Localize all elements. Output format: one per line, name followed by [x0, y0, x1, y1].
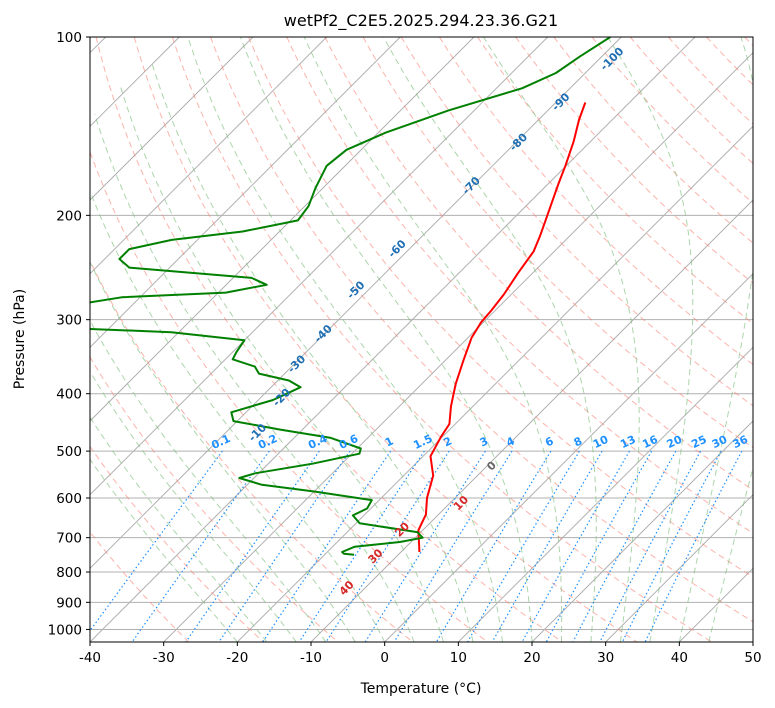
y-tick-label: 500: [56, 444, 82, 460]
dry-adiabat-line: [90, 150, 488, 642]
mixing-ratio-label: 10: [591, 433, 611, 451]
y-tick-label: 400: [56, 387, 82, 403]
x-tick-label: -10: [300, 650, 322, 666]
mixing-ratio-line: [545, 450, 653, 642]
mixing-ratio-line: [521, 450, 631, 642]
moist-adiabat-line: [119, 83, 445, 642]
moist-adiabat-line: [383, 37, 597, 642]
mixing-ratio-label: 20: [665, 433, 685, 451]
dry-adiabat-line: [210, 37, 753, 623]
mixing-ratio-line: [491, 450, 603, 642]
moist-adiabat-line: [94, 114, 415, 642]
dry-adiabat-line: [133, 37, 638, 642]
dry-adiabats: [90, 37, 753, 642]
moist-adiabat-line: [678, 37, 753, 642]
isotherm-line: [90, 37, 328, 275]
mixing-ratio-line: [599, 450, 702, 642]
isotherm-line: [90, 37, 401, 349]
x-tick-label: -30: [153, 650, 175, 666]
moist-adiabat-line: [708, 466, 753, 642]
dry-adiabat-line: [90, 445, 264, 642]
isotherm-line: [531, 420, 753, 642]
y-tick-label: 300: [56, 313, 82, 329]
temperature-profile-line: [417, 102, 587, 553]
moist-adiabat-line: [150, 61, 474, 642]
y-tick-label: 800: [56, 565, 82, 581]
y-tick-label: 1000: [48, 622, 82, 638]
chart-title: wetPf2_C2E5.2025.294.23.36.G21: [284, 11, 558, 31]
mixing-ratio-line: [262, 450, 392, 642]
moist-adiabat-line: [90, 189, 386, 642]
isotherm-line: [384, 272, 753, 642]
y-tick-label: 100: [56, 30, 82, 46]
y-axis-ticks: 100 200 300 400 500 600 700 800 900 1000: [48, 30, 90, 638]
isotherm-line: [90, 37, 549, 496]
isotherm-line: [90, 37, 696, 642]
x-tick-label: 50: [744, 650, 761, 666]
moist-adiabat-line: [239, 37, 533, 642]
sounding-profiles: [90, 37, 611, 556]
mixing-ratio-line: [393, 450, 513, 642]
y-tick-label: 600: [56, 491, 82, 507]
x-tick-label: 0: [380, 650, 389, 666]
dry-adiabat-line: [90, 259, 414, 642]
mixing-ratio-label: 36: [731, 433, 751, 451]
isotherm-line: [605, 493, 753, 642]
dry-adiabat-line: [95, 37, 563, 642]
moist-adiabat-line: [482, 37, 640, 642]
isotherm-line: [90, 37, 622, 570]
mixing-ratio-label: 16: [640, 433, 660, 451]
moist-adiabat-line: [90, 370, 297, 642]
dry-adiabat-line: [286, 37, 753, 534]
x-tick-label: 30: [597, 650, 614, 666]
mixing-ratio-line: [90, 450, 223, 632]
x-tick-label: 10: [450, 650, 467, 666]
x-axis-label: Temperature (°C): [360, 681, 482, 697]
mixing-ratio-line: [572, 450, 677, 642]
x-tick-label: -40: [79, 650, 101, 666]
y-tick-label: 700: [56, 531, 82, 547]
dewpoint-profile-line: [90, 37, 611, 556]
isotherm-line: [163, 51, 753, 642]
x-axis-ticks: -40 -30 -20 -10 0 10 20 30 40 50: [79, 642, 762, 666]
plot-area: 0.1 0.2 0.4 0.6 1 1.5 2 3 4 6 8 10 13 16 20 25 30 36-100-…: [90, 37, 753, 642]
isotherm-line: [236, 125, 753, 642]
mixing-ratio-line: [621, 450, 722, 642]
dry-adiabat-line: [171, 37, 712, 642]
x-tick-label: 40: [671, 650, 688, 666]
plot-frame: [89, 36, 754, 643]
moist-adiabat-line: [90, 319, 327, 642]
dry-adiabat-line: [248, 37, 753, 578]
moist-adiabat-line: [90, 416, 268, 642]
y-axis-label: Pressure (hPa): [12, 289, 28, 389]
mixing-ratio-line: [298, 450, 425, 642]
moist-adiabats: [90, 37, 753, 642]
x-tick-label: -20: [226, 650, 248, 666]
y-tick-label: 900: [56, 595, 82, 611]
mixing-ratio-line: [218, 450, 351, 642]
moist-adiabat-line: [187, 37, 503, 642]
y-tick-label: 200: [56, 208, 82, 224]
dry-adiabat-line: [477, 37, 753, 325]
dry-adiabat-line: [90, 356, 339, 642]
x-tick-label: 20: [523, 650, 540, 666]
moist-adiabat-line: [90, 260, 356, 642]
dry-adiabat-line: [438, 37, 753, 366]
mixing-ratio-line: [644, 450, 743, 642]
moist-adiabat-line: [607, 37, 694, 642]
dry-adiabat-line: [324, 37, 753, 491]
mixing-ratio-label: 13: [618, 433, 637, 451]
isotherm-line: [90, 37, 254, 201]
moist-adiabat-line: [303, 37, 563, 642]
mixing-ratio-lines: [90, 450, 743, 642]
mixing-ratio-line: [185, 450, 320, 642]
mixing-ratio-label: 25: [689, 433, 708, 451]
mixing-ratio-label: 30: [710, 433, 730, 451]
